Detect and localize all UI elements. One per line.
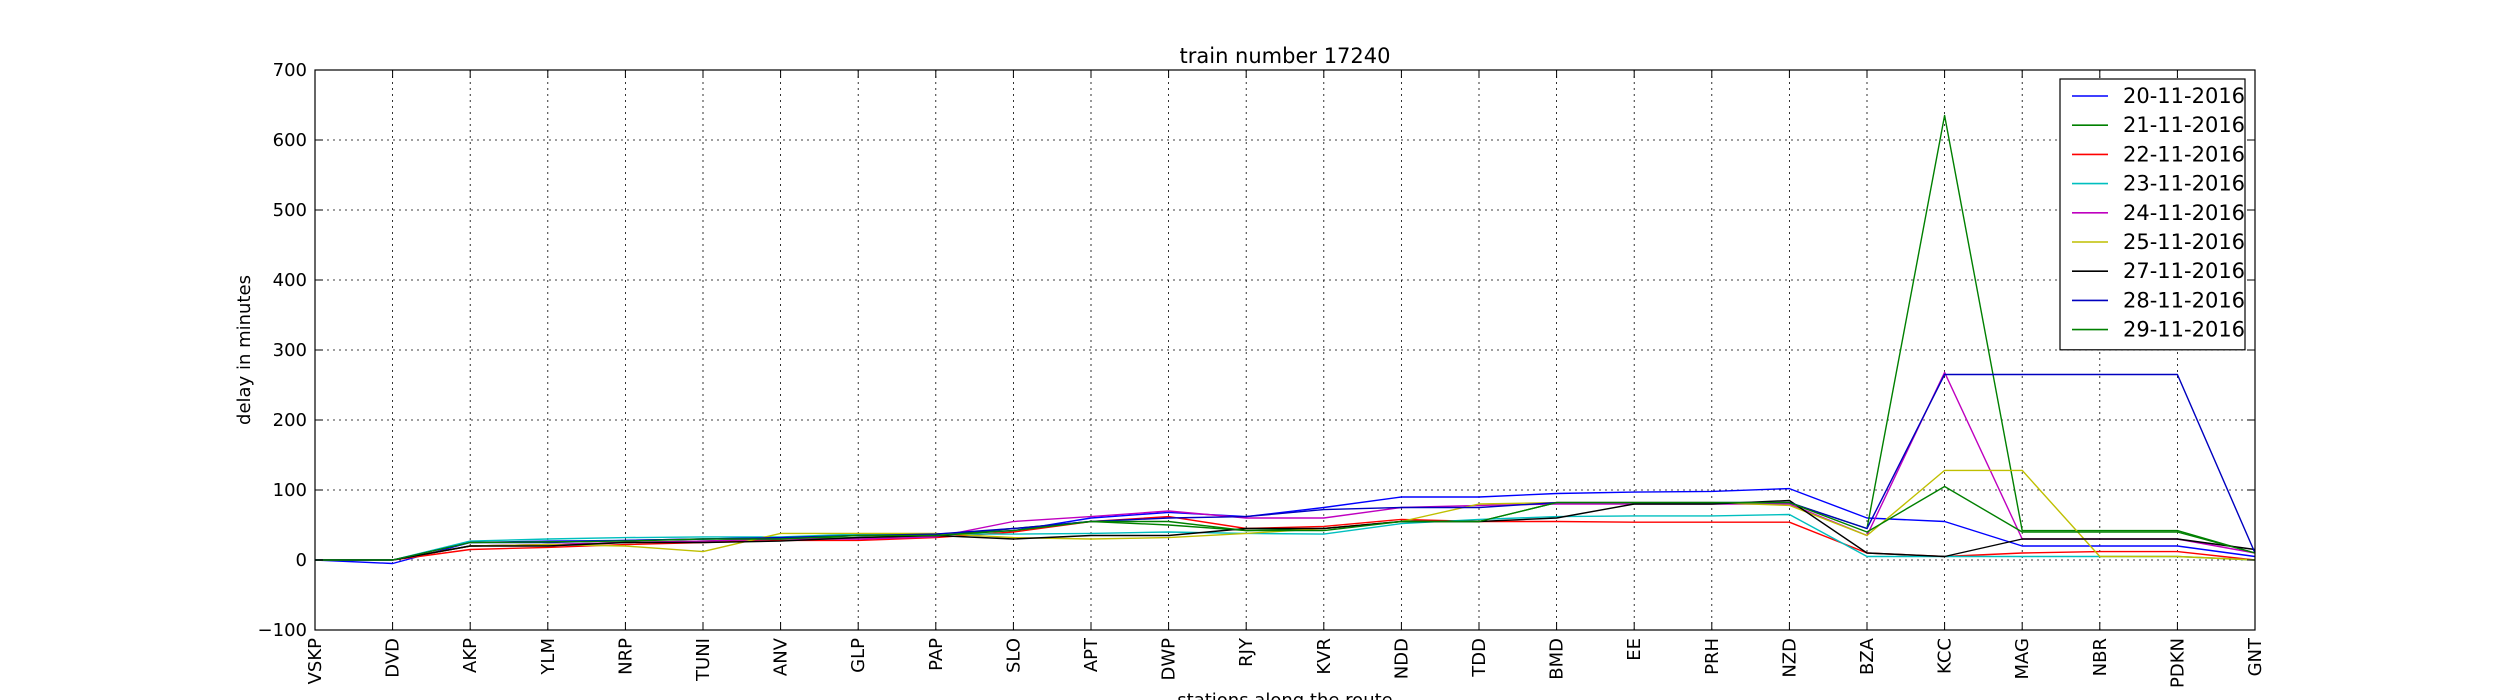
legend-label: 20-11-2016	[2123, 84, 2245, 108]
y-tick-label: 700	[273, 60, 307, 81]
y-tick-label: −100	[258, 620, 307, 641]
x-tick-label: BMD	[1547, 638, 1568, 680]
series-line	[315, 499, 2256, 561]
legend-label: 23-11-2016	[2123, 172, 2245, 196]
series-lines	[314, 114, 2256, 565]
x-tick-label: PRH	[1702, 638, 1723, 675]
legend-label: 24-11-2016	[2123, 201, 2245, 225]
y-axis-ticks: −100 0 100 200 300 400 500 600 700	[258, 60, 2255, 641]
x-tick-label: KVR	[1314, 638, 1335, 675]
y-axis-label: delay in minutes	[234, 275, 255, 425]
legend-label: 29-11-2016	[2123, 318, 2245, 342]
x-tick-label: SLO	[1003, 638, 1024, 673]
x-tick-label: NZD	[1779, 638, 1800, 678]
x-tick-label: PAP	[926, 638, 947, 671]
legend-label: 25-11-2016	[2123, 230, 2245, 254]
series-line	[315, 469, 2256, 561]
y-tick-label: 500	[273, 200, 307, 221]
x-axis-label: stations along the route	[1177, 690, 1392, 700]
series-line	[315, 485, 2256, 561]
legend-label: 21-11-2016	[2123, 113, 2245, 137]
x-tick-label: MAG	[2012, 638, 2033, 679]
y-tick-label: 400	[273, 270, 307, 291]
series-line	[315, 114, 2256, 561]
x-axis-ticks: VSKP DVD AKP YLM NRP TUNI ANV GLP PAP SLO APT DWP RJ…	[305, 70, 2266, 688]
x-tick-label: GNT	[2245, 637, 2266, 676]
legend-label: 28-11-2016	[2123, 288, 2245, 312]
x-tick-label: NBR	[2090, 638, 2111, 676]
x-tick-label: EE	[1624, 638, 1645, 661]
x-tick-label: YLM	[538, 638, 559, 676]
x-tick-label: ANV	[771, 637, 792, 676]
chart-title: train number 17240	[1180, 44, 1391, 68]
series-line	[315, 373, 2256, 561]
series-line	[315, 513, 2256, 561]
x-tick-label: DVD	[383, 638, 404, 678]
x-tick-label: TUNI	[693, 638, 714, 682]
x-tick-label: NRP	[615, 638, 636, 675]
x-tick-label: APT	[1081, 637, 1102, 672]
x-tick-label: RJY	[1236, 637, 1257, 667]
x-tick-label: VSKP	[305, 638, 326, 685]
x-tick-label: TDD	[1469, 638, 1490, 678]
legend-label: 27-11-2016	[2123, 259, 2245, 283]
y-tick-label: 0	[296, 550, 307, 571]
x-tick-label: AKP	[460, 638, 481, 673]
y-tick-label: 100	[273, 480, 307, 501]
x-tick-label: NDD	[1391, 638, 1412, 679]
x-tick-label: KCC	[1935, 638, 1956, 674]
y-tick-label: 600	[273, 130, 307, 151]
y-tick-label: 300	[273, 340, 307, 361]
x-tick-label: BZA	[1857, 637, 1878, 675]
y-tick-label: 200	[273, 410, 307, 431]
x-tick-label: PDKN	[2167, 638, 2188, 688]
legend-label: 22-11-2016	[2123, 142, 2245, 166]
x-tick-label: DWP	[1159, 638, 1180, 681]
legend: 20-11-2016 21-11-2016 22-11-2016 23-11-2016…	[2059, 78, 2246, 351]
series-line	[315, 371, 2256, 561]
x-tick-label: GLP	[848, 638, 869, 673]
legend-box	[2059, 78, 2246, 351]
